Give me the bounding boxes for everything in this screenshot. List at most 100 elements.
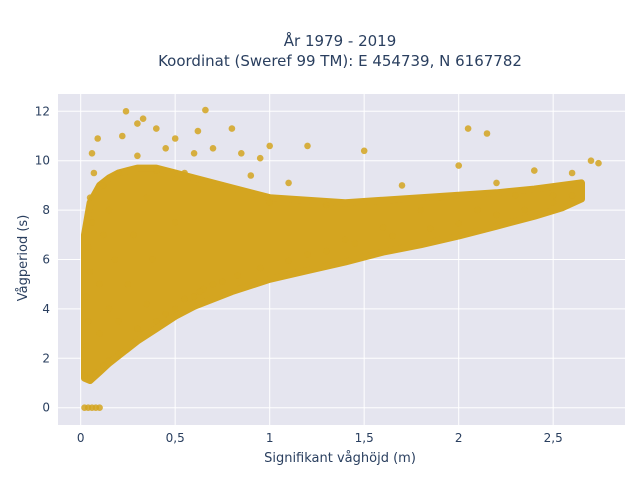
- data-point: [194, 127, 202, 135]
- data-point: [83, 293, 90, 300]
- data-point: [285, 179, 292, 187]
- data-point: [247, 172, 255, 179]
- y-axis-ticks: 0 2 4 6 8 10 12: [35, 104, 50, 414]
- data-point: [474, 206, 481, 214]
- data-point: [96, 330, 103, 337]
- data-point: [162, 310, 169, 318]
- data-point: [119, 132, 126, 140]
- data-point: [86, 194, 94, 201]
- data-point: [100, 231, 107, 239]
- data-point: [94, 135, 101, 142]
- x-tick-label: 0: [77, 431, 85, 445]
- data-point: [84, 318, 92, 325]
- data-point: [436, 194, 444, 201]
- data-point: [493, 211, 500, 219]
- data-point: [238, 150, 245, 157]
- data-point: [115, 350, 122, 357]
- data-point: [115, 318, 122, 325]
- data-point: [342, 236, 349, 243]
- data-point: [228, 125, 236, 132]
- data-point: [455, 162, 463, 169]
- x-axis-ticks: 0 0,5 1 1,5 2 2,5: [77, 431, 563, 445]
- data-point: [96, 280, 103, 288]
- data-point: [139, 115, 147, 122]
- chart-title-line-1: År 1979 - 2019: [284, 31, 397, 50]
- data-point: [86, 374, 94, 382]
- y-tick-label: 2: [42, 351, 50, 365]
- data-point: [568, 192, 576, 199]
- data-point: [143, 194, 151, 201]
- data-point: [285, 257, 292, 265]
- y-tick-label: 0: [42, 401, 50, 415]
- data-point: [202, 106, 209, 114]
- data-point: [153, 318, 160, 325]
- data-point: [549, 199, 557, 206]
- data-point: [360, 147, 368, 155]
- y-tick-label: 6: [42, 253, 50, 267]
- data-point: [88, 150, 96, 157]
- data-point: [134, 325, 141, 333]
- data-point: [234, 272, 241, 279]
- x-tick-label: 1: [266, 431, 274, 445]
- data-point: [483, 130, 491, 137]
- y-tick-label: 8: [42, 203, 50, 217]
- y-axis-label: Vågperiod (s): [16, 215, 31, 302]
- data-point: [171, 135, 179, 142]
- y-tick-label: 4: [42, 302, 50, 316]
- data-point: [531, 167, 538, 174]
- data-point: [427, 225, 434, 232]
- data-point: [100, 362, 107, 370]
- data-point: [455, 220, 463, 227]
- data-point: [153, 167, 160, 174]
- data-point: [190, 293, 198, 300]
- x-tick-label: 0,5: [166, 431, 185, 445]
- data-point: [512, 192, 519, 199]
- data-point: [130, 231, 137, 239]
- data-point: [124, 280, 132, 288]
- data-point: [153, 125, 160, 132]
- data-point: [111, 256, 118, 263]
- data-point: [122, 108, 130, 115]
- data-point: [100, 182, 107, 189]
- data-point: [379, 224, 387, 231]
- chart-title-line-2: Koordinat (Sweref 99 TM): E 454739, N 61…: [158, 52, 522, 70]
- data-point: [595, 159, 602, 167]
- data-point: [92, 369, 100, 377]
- data-point: [171, 305, 179, 313]
- data-point: [256, 264, 264, 272]
- data-point: [134, 152, 141, 160]
- data-point: [115, 169, 122, 177]
- data-point: [86, 268, 94, 276]
- data-point: [83, 342, 90, 350]
- data-point: [196, 288, 204, 295]
- x-axis-label: Signifikant våghöjd (m): [264, 451, 416, 466]
- data-point: [209, 145, 217, 152]
- data-point: [181, 169, 188, 177]
- data-point: [209, 280, 217, 288]
- y-tick-label: 12: [35, 104, 50, 118]
- data-points: [81, 106, 602, 412]
- data-point: [304, 142, 311, 150]
- data-point: [105, 206, 113, 214]
- data-point: [304, 251, 311, 258]
- data-point: [323, 201, 330, 209]
- data-point: [417, 206, 425, 214]
- data-point: [171, 219, 179, 226]
- data-point: [256, 154, 264, 162]
- data-point: [219, 182, 226, 189]
- data-point: [464, 125, 472, 132]
- data-point: [190, 150, 198, 157]
- x-tick-label: 2: [455, 431, 463, 445]
- data-point: [84, 243, 92, 251]
- data-point: [398, 182, 406, 189]
- data-point: [568, 169, 576, 177]
- data-point: [134, 120, 141, 127]
- data-point: [219, 278, 226, 286]
- data-point: [149, 256, 156, 263]
- data-point: [88, 219, 96, 226]
- data-point: [493, 179, 500, 187]
- data-point: [587, 157, 595, 164]
- data-point: [96, 404, 103, 412]
- data-point: [143, 300, 151, 308]
